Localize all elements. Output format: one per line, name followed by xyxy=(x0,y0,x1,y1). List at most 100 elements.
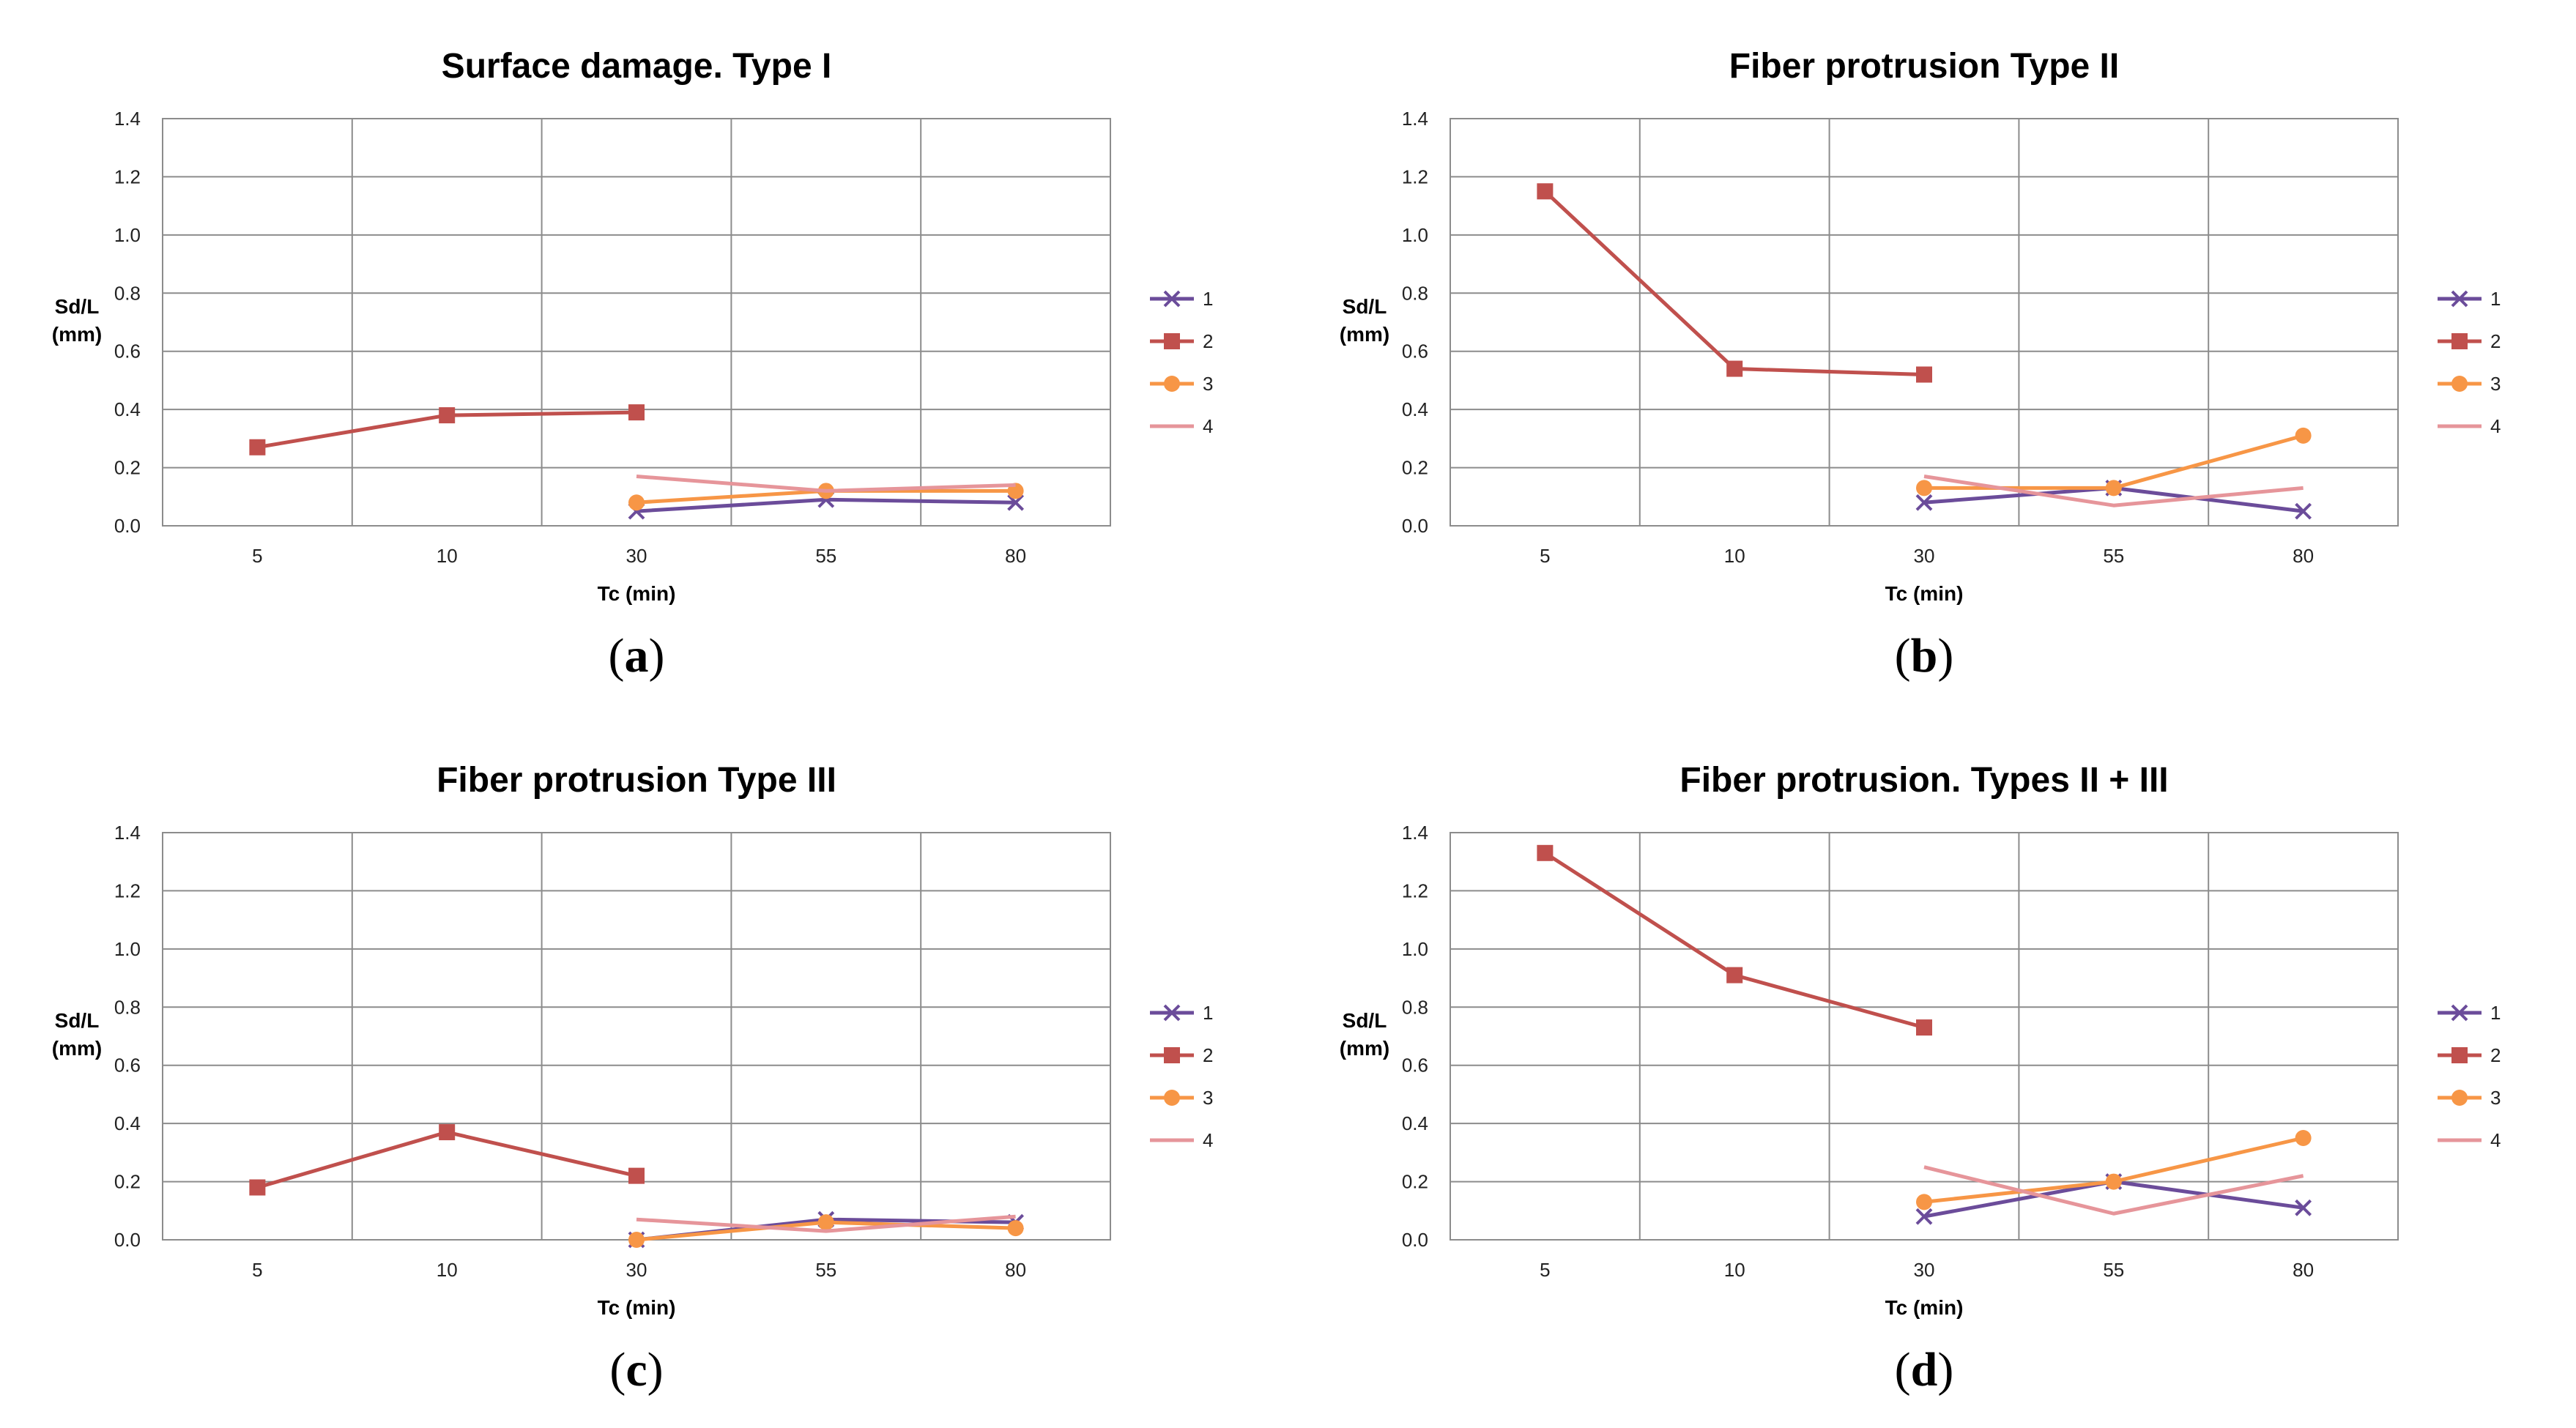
panel-caption-letter: a xyxy=(624,629,649,683)
legend-marker-2 xyxy=(2451,333,2468,349)
series-3 xyxy=(1916,1130,2312,1211)
y-axis-label: (mm) xyxy=(1340,1037,1389,1060)
y-tick-label: 0.0 xyxy=(1402,515,1428,537)
series-4-line xyxy=(1923,475,2304,507)
legend-marker-2 xyxy=(1164,333,1180,349)
y-tick-label: 0.8 xyxy=(114,996,141,1018)
x-tick-label: 55 xyxy=(815,1259,836,1281)
panel-caption: (d) xyxy=(1894,1343,1954,1397)
series-4 xyxy=(636,474,1016,493)
series-4 xyxy=(1923,475,2304,507)
series-2-point xyxy=(1726,360,1743,377)
y-tick-label: 0.8 xyxy=(1402,996,1428,1018)
chart-svg-d: Fiber protrusion. Types II + III 0.0 0.2 0.… xyxy=(1340,761,2501,1319)
legend-label-3: 3 xyxy=(2490,373,2501,395)
x-tick-label: 80 xyxy=(2293,1259,2314,1281)
series-1-point xyxy=(1915,494,1933,511)
y-tick-label: 1.0 xyxy=(1402,224,1428,246)
y-tick-label: 1.4 xyxy=(114,822,141,844)
legend-label-3: 3 xyxy=(2490,1087,2501,1109)
legend-label-1: 1 xyxy=(1203,1002,1213,1024)
y-axis-label: Sd/L xyxy=(55,1009,100,1032)
y-tick-label: 0.0 xyxy=(114,1229,141,1251)
y-tick-label: 0.6 xyxy=(114,1055,141,1076)
y-tick-label: 1.2 xyxy=(1402,166,1428,187)
y-axis-label: Sd/L xyxy=(1343,295,1387,318)
chart-svg-b: Fiber protrusion Type II 0.0 0.2 0.4 0.6 0.8 1… xyxy=(1340,47,2501,605)
series-4-line xyxy=(1923,1165,2304,1216)
x-tick-label: 30 xyxy=(1914,1259,1935,1281)
series-1-point xyxy=(1915,1208,1933,1225)
chart-panel-b: Fiber protrusion Type II 0.0 0.2 0.4 0.6 0.8 1… xyxy=(1288,0,2575,714)
legend-label-1: 1 xyxy=(2490,1002,2501,1024)
series-2-line xyxy=(1543,190,1925,376)
y-tick-label: 0.2 xyxy=(114,1171,141,1193)
legend-marker-3 xyxy=(2451,376,2468,392)
legend-marker-3 xyxy=(1164,1090,1180,1106)
plot-area xyxy=(162,118,1111,527)
gridlines xyxy=(1450,118,2399,527)
legend-label-2: 2 xyxy=(1203,1044,1213,1066)
legend-marker-1 xyxy=(1163,1004,1181,1022)
legend-marker-3 xyxy=(1164,376,1180,392)
legend-marker-3 xyxy=(2451,1090,2468,1106)
x-tick-label: 10 xyxy=(437,545,458,567)
series-2-point xyxy=(1916,1019,1932,1036)
series-4 xyxy=(636,1214,1016,1233)
y-axis-label: Sd/L xyxy=(55,295,100,318)
legend-marker-1 xyxy=(2451,290,2468,308)
y-tick-label: 1.4 xyxy=(1402,108,1428,130)
x-tick-label: 30 xyxy=(1914,545,1935,567)
legend-label-4: 4 xyxy=(1203,415,1213,437)
series-2-point xyxy=(628,1167,645,1184)
x-tick-label: 5 xyxy=(252,1259,262,1281)
x-tick-label: 80 xyxy=(2293,545,2314,567)
chart-svg-a: Surface damage. Type I 0.0 0.2 0.4 0.6 0.8 1.0… xyxy=(52,47,1214,605)
legend-label-3: 3 xyxy=(1203,373,1213,395)
y-tick-label: 0.6 xyxy=(114,341,141,362)
x-axis-label: Tc (min) xyxy=(598,1296,676,1319)
series-1-point xyxy=(2295,502,2312,520)
y-tick-label: 1.0 xyxy=(1402,938,1428,960)
x-tick-label: 5 xyxy=(252,545,262,567)
series-3 xyxy=(1916,427,2312,497)
legend-label-4: 4 xyxy=(1203,1129,1213,1151)
series-3-point xyxy=(628,1232,645,1248)
series-3-point xyxy=(1916,480,1932,497)
series-3-point xyxy=(1916,1194,1932,1211)
legend: 1 2 3 4 xyxy=(1150,288,1213,437)
x-axis-label: Tc (min) xyxy=(598,582,676,605)
legend-marker-1 xyxy=(1163,290,1181,308)
y-axis-label: (mm) xyxy=(1340,323,1389,346)
legend-label-2: 2 xyxy=(1203,330,1213,352)
x-tick-label: 55 xyxy=(2103,545,2124,567)
x-tick-label: 10 xyxy=(1724,1259,1745,1281)
y-tick-label: 1.2 xyxy=(114,166,141,187)
x-tick-label: 30 xyxy=(626,545,647,567)
x-tick-label: 5 xyxy=(1540,545,1550,567)
panel-caption: (b) xyxy=(1894,629,1954,683)
gridlines xyxy=(1450,832,2399,1241)
y-tick-label: 1.4 xyxy=(114,108,141,130)
x-axis-label: Tc (min) xyxy=(1885,582,1964,605)
series-2 xyxy=(249,404,645,455)
y-tick-label: 0.6 xyxy=(1402,341,1428,362)
series-3-point xyxy=(1007,1220,1024,1237)
legend: 1 2 3 4 xyxy=(2438,1002,2501,1151)
y-tick-label: 0.4 xyxy=(114,398,141,420)
legend-label-3: 3 xyxy=(1203,1087,1213,1109)
series-3-point xyxy=(2105,480,2122,497)
x-tick-label: 55 xyxy=(2103,1259,2124,1281)
series-2-point xyxy=(628,404,645,421)
chart-svg-c: Fiber protrusion Type III 0.0 0.2 0.4 0.6 0.8… xyxy=(52,761,1214,1319)
y-tick-label: 0.2 xyxy=(114,457,141,479)
series-2 xyxy=(249,1124,645,1196)
series-1-point xyxy=(1007,494,1025,511)
series-3-line xyxy=(1923,1136,2304,1204)
x-tick-label: 30 xyxy=(626,1259,647,1281)
panel-caption-letter: c xyxy=(626,1343,647,1397)
series-2-point xyxy=(439,407,456,424)
panel-caption-letter: b xyxy=(1910,629,1938,683)
series-2-point xyxy=(249,1179,266,1196)
x-tick-label: 55 xyxy=(815,545,836,567)
